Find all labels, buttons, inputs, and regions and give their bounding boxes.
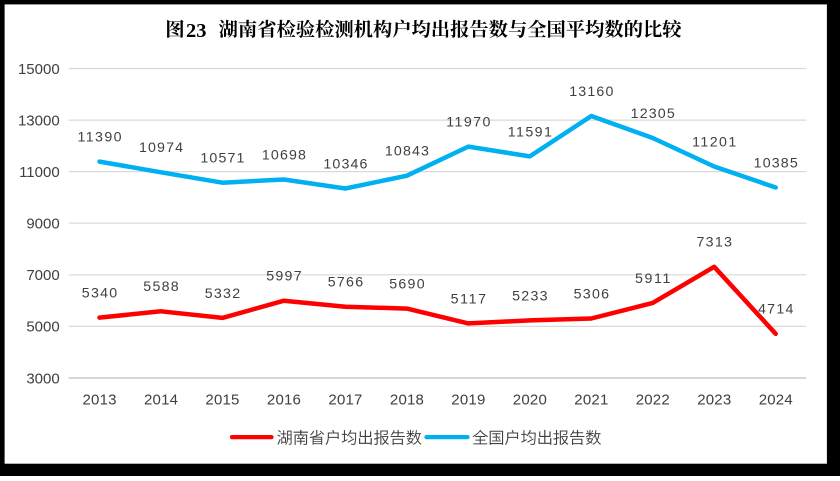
svg-text:10346: 10346	[323, 156, 367, 172]
svg-text:2017: 2017	[328, 391, 362, 408]
svg-text:5690: 5690	[389, 277, 425, 293]
svg-text:5340: 5340	[82, 286, 118, 302]
svg-text:5997: 5997	[266, 269, 302, 285]
svg-text:2013: 2013	[83, 391, 117, 408]
svg-text:2023: 2023	[697, 391, 731, 408]
svg-text:23: 23	[186, 20, 207, 42]
svg-text:10698: 10698	[262, 147, 306, 163]
svg-text:4714: 4714	[758, 302, 794, 318]
svg-text:9000: 9000	[26, 216, 59, 233]
svg-text:5117: 5117	[451, 291, 487, 307]
svg-text:2024: 2024	[759, 391, 793, 408]
svg-text:7313: 7313	[697, 235, 733, 251]
svg-text:13160: 13160	[569, 84, 613, 100]
svg-text:7000: 7000	[26, 267, 59, 284]
svg-text:12305: 12305	[631, 106, 675, 122]
svg-text:2015: 2015	[205, 391, 239, 408]
svg-text:5000: 5000	[26, 319, 59, 336]
svg-text:2016: 2016	[267, 391, 301, 408]
svg-text:10571: 10571	[200, 151, 244, 167]
svg-text:15000: 15000	[18, 61, 60, 78]
svg-text:10843: 10843	[385, 144, 429, 160]
svg-text:11970: 11970	[446, 115, 490, 131]
svg-text:2020: 2020	[513, 391, 547, 408]
svg-text:2019: 2019	[451, 391, 485, 408]
svg-text:11000: 11000	[19, 164, 60, 181]
svg-text:10385: 10385	[754, 155, 798, 171]
svg-text:13000: 13000	[18, 112, 60, 129]
svg-text:3000: 3000	[26, 370, 59, 387]
svg-text:2018: 2018	[390, 391, 424, 408]
svg-text:11591: 11591	[508, 124, 552, 140]
svg-text:5306: 5306	[574, 286, 610, 302]
svg-text:2014: 2014	[144, 391, 178, 408]
svg-text:5332: 5332	[205, 286, 241, 302]
svg-text:5233: 5233	[512, 288, 548, 304]
svg-text:10974: 10974	[139, 140, 183, 156]
svg-text:2022: 2022	[636, 391, 670, 408]
svg-text:11201: 11201	[692, 134, 736, 150]
svg-text:5766: 5766	[328, 275, 364, 291]
svg-text:2021: 2021	[574, 391, 608, 408]
svg-text:11390: 11390	[77, 130, 121, 146]
svg-text:5588: 5588	[143, 279, 179, 295]
